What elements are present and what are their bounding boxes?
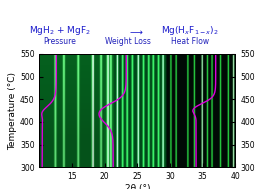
X-axis label: 2θ (°): 2θ (°) [125,184,150,189]
Y-axis label: Temperature (°C): Temperature (°C) [8,72,17,149]
Text: Mg(H$_x$F$_{1-x}$)$_2$: Mg(H$_x$F$_{1-x}$)$_2$ [162,24,219,37]
Text: MgH$_2$ + MgF$_2$: MgH$_2$ + MgF$_2$ [29,24,91,37]
Text: Heat Flow: Heat Flow [171,37,209,46]
Text: $\longrightarrow$: $\longrightarrow$ [128,28,144,37]
Text: Weight Loss: Weight Loss [105,37,151,46]
Text: Pressure: Pressure [44,37,76,46]
